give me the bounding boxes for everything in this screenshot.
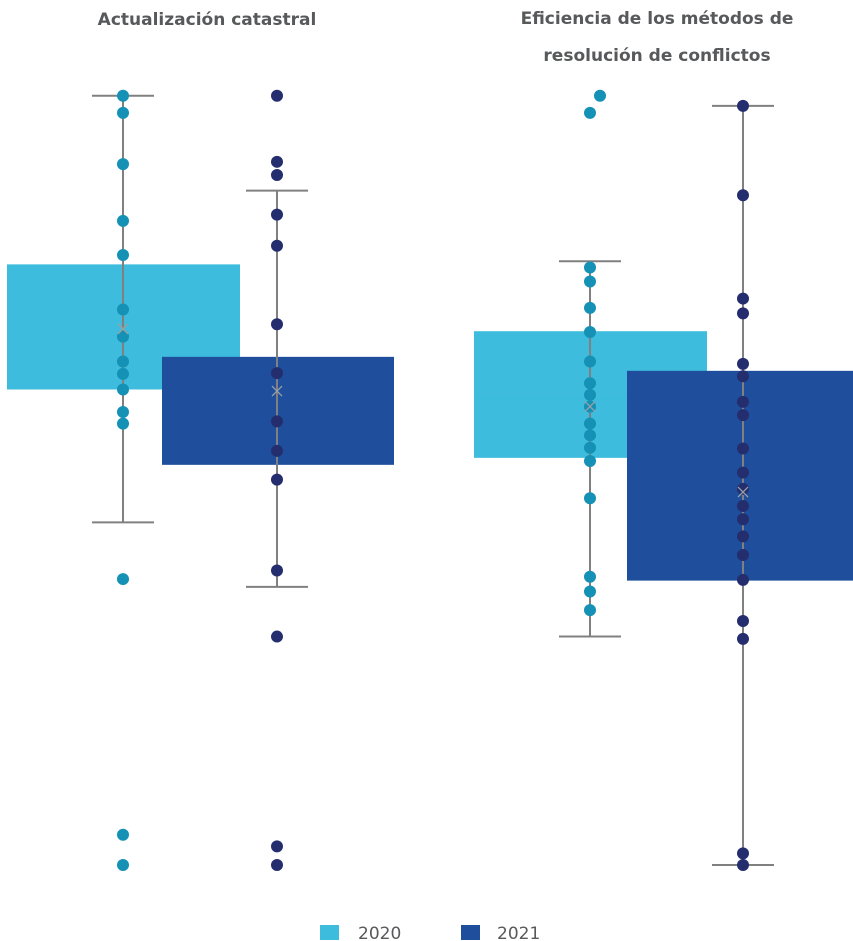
panel-1-title-line-1: Actualización catastral [98,10,317,30]
panel-2-2020-point-5 [584,301,596,314]
panel-1-2021-point-6 [271,318,283,331]
panel-2-2020-point-7 [584,355,596,368]
panel-1-2020-point-9 [117,367,129,380]
panel-2-2020-point-6 [584,325,596,338]
panel-2-2021-point-7 [737,395,749,408]
panel-1-2020-point-5 [117,249,129,262]
panel-2-2021-point-12 [737,500,749,513]
panel-1-2020-point-14 [117,828,129,841]
panel-2-title-line-2: resolución de conflictos [543,46,770,66]
panel-2-2021-mean-marker [737,486,749,498]
panel-1-2021-point-3 [271,169,283,182]
panel-1-2020-point-2 [117,106,129,119]
panel-2-2021-point-3 [737,292,749,305]
panel-1-2020-point-12 [117,417,129,430]
panel-2-2021-point-10 [737,466,749,479]
legend-label-2021: 2021 [497,924,540,941]
panel-1-2020-mean-marker [117,323,129,335]
panel-2-2020-point-14 [584,454,596,467]
panel-2-2020-point-3 [584,261,596,274]
panel-1-2020-point-13 [117,573,129,586]
panel-2-2020-point-2 [584,106,596,119]
panel-2-title-line-1: Eficiencia de los métodos de [521,9,794,29]
panel-2-2021-point-2 [737,189,749,202]
panel-2-2020-point-17 [584,585,596,598]
panel-2-2021-point-1 [737,99,749,112]
panel-2-2021-point-8 [737,409,749,422]
legend-swatch-2021 [461,925,480,940]
panel-2-2020-point-16 [584,570,596,583]
panel-1-2021-point-2 [271,155,283,168]
panel-2-2020-point-15 [584,492,596,505]
panel-2-2020-point-4 [584,275,596,288]
panel-2-2020-point-18 [584,604,596,617]
legend-swatch-2020 [320,925,339,940]
panel-2-2021-point-19 [737,847,749,860]
panel-2-2021-point-20 [737,859,749,871]
panel-2-2020-mean-marker [584,401,596,413]
panel-1-2021-point-14 [271,859,283,871]
panel-1-2020-point-4 [117,214,129,227]
panel-1-2020-point-3 [117,158,129,171]
panel-2-2021-point-14 [737,530,749,543]
panel-1-2020-point-15 [117,859,129,871]
panel-2-2020-point-11 [584,417,596,430]
panel-1-2021-point-7 [271,367,283,380]
panel-1-2020-point-10 [117,383,129,396]
panel-2-2021-point-17 [737,615,749,628]
panel-2-2021-point-9 [737,442,749,455]
panel-1-2021-mean-marker [271,385,283,397]
panel-1-2020-point-8 [117,355,129,368]
panel-1-2020-point-7 [117,330,129,343]
panel-1-2020-point-6 [117,303,129,316]
panel-2-2020-point-12 [584,429,596,442]
panel-1-2020-point-1 [117,89,129,102]
panel-1-2021-point-11 [271,564,283,577]
panel-2-2021-point-11 [737,482,749,495]
legend-label-2020: 2020 [358,924,401,941]
panel-2-2021-point-15 [737,548,749,561]
panel-2-2020-point-8 [584,377,596,390]
panel-1-2021-point-5 [271,239,283,252]
panel-2-2021-point-18 [737,632,749,645]
panel-1-2021-point-4 [271,208,283,221]
panel-2-2020-point-1 [594,89,606,102]
panel-1-2021-point-13 [271,840,283,853]
panel-1-2021-point-8 [271,415,283,428]
plots-layer: Actualización catastral Eficiencia de los… [7,9,853,871]
panel-2-2021-point-4 [737,307,749,320]
panel-2-2020-point-9 [584,388,596,401]
legend: 2020 2021 [320,924,540,941]
panel-2-2021-point-6 [737,370,749,383]
panel-1-2020-point-11 [117,406,129,419]
panel-2-2020-point-13 [584,441,596,454]
panel-1-2021-point-1 [271,89,283,102]
panel-2-2021-point-16 [737,573,749,586]
panel-1-2021-point-10 [271,473,283,486]
panel-2: Eficiencia de los métodos de resolución d… [474,9,853,871]
panel-1-2021-point-9 [271,444,283,457]
panel-1: Actualización catastral [7,10,394,871]
panel-2-2021-point-5 [737,357,749,370]
panel-2-2021-point-13 [737,513,749,526]
panel-1-2021-point-12 [271,630,283,643]
